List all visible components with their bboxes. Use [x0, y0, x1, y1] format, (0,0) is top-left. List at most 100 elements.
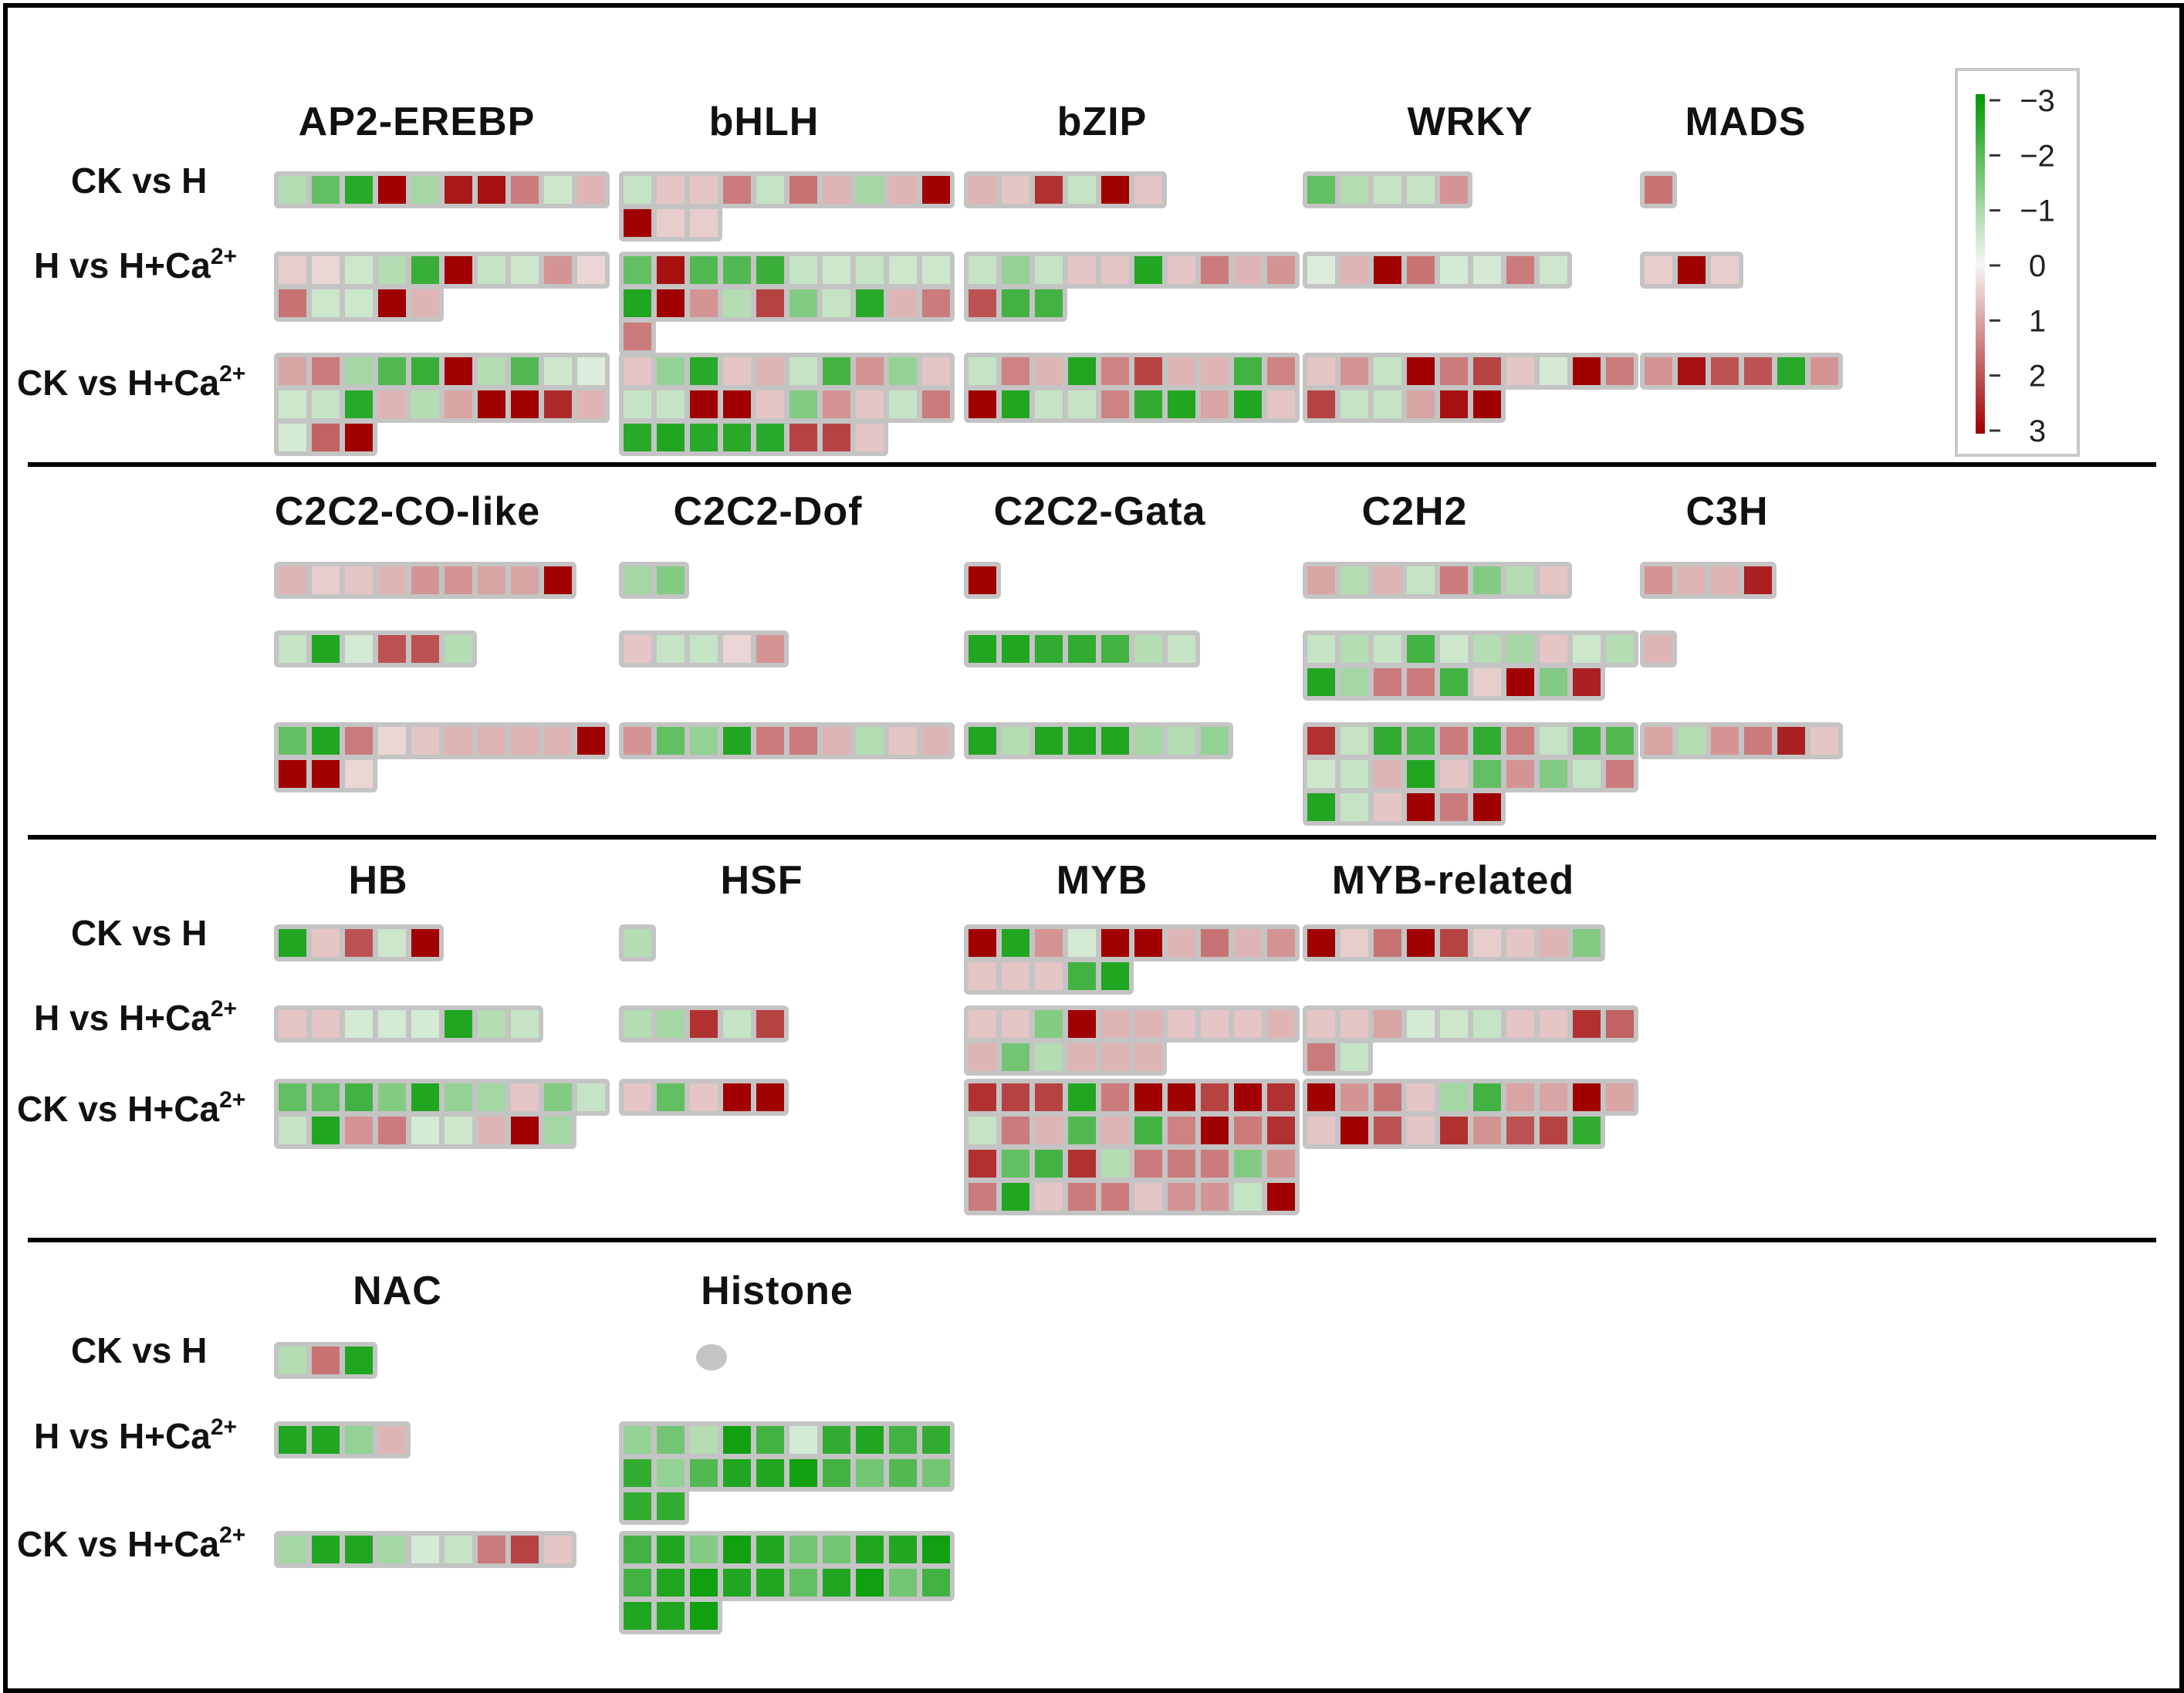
heatmap-block [1303, 252, 1572, 289]
comparison-label: CK vs H [71, 913, 207, 953]
heatmap-cell [624, 209, 651, 237]
family-hsf: HSF [619, 858, 803, 1116]
heatmap-cell [279, 256, 306, 284]
heatmap-cell [1002, 727, 1029, 755]
heatmap-cell [378, 1117, 406, 1144]
heatmap-cell [1340, 635, 1368, 663]
heatmap-cell [345, 635, 373, 663]
heatmap-cell [823, 1426, 850, 1454]
heatmap-cell [1506, 1083, 1534, 1111]
heatmap-cell [889, 1569, 917, 1597]
legend-tick-label: 1 [2029, 304, 2046, 338]
heatmap-cell [922, 357, 950, 385]
heatmap-cell [1035, 962, 1063, 990]
heatmap-cell [378, 1536, 406, 1563]
heatmap-cell [345, 176, 373, 204]
heatmap-cell [1573, 357, 1601, 385]
heatmap-cell [1540, 566, 1567, 594]
heatmap-cell [789, 727, 817, 755]
heatmap-cell [624, 256, 651, 284]
heatmap-cell [279, 929, 306, 957]
heatmap-cell [1234, 1183, 1262, 1211]
heatmap-cell [723, 256, 751, 284]
family-hb: HB [274, 858, 610, 1149]
family-nac: NAC [274, 1269, 576, 1568]
heatmap-cell [312, 390, 340, 418]
heatmap-cell [1506, 727, 1534, 755]
heatmap-cell [1068, 635, 1096, 663]
heatmap-cell [969, 962, 996, 990]
heatmap-cell [1374, 727, 1401, 755]
heatmap-cell [1407, 1083, 1435, 1111]
heatmap-cell [1234, 1150, 1262, 1178]
heatmap-cell [279, 176, 306, 204]
heatmap-cell [312, 1426, 340, 1454]
heatmap-cell [789, 357, 817, 385]
heatmap-cell [1035, 289, 1063, 317]
heatmap-cell [345, 1010, 373, 1038]
heatmap-cell [1002, 929, 1029, 957]
heatmap-cell [1267, 1117, 1295, 1144]
heatmap-cell [690, 1083, 718, 1111]
heatmap-cell [1068, 390, 1096, 418]
heatmap-cell [1307, 668, 1335, 696]
heatmap-cell [279, 1010, 306, 1038]
heatmap-cell [345, 424, 373, 451]
heatmap-cell [1540, 256, 1567, 284]
heatmap-cell [756, 1083, 784, 1111]
heatmap-cell [1711, 727, 1739, 755]
heatmap-block [1640, 252, 1743, 289]
heatmap-cell [1473, 1083, 1501, 1111]
heatmap-block [964, 630, 1200, 667]
heatmap-cell [1101, 1010, 1129, 1038]
gene-family-heatmaps: AP2-EREBP bHLH bZIP WRKY MADS C2C2-CO-like C2C… [274, 100, 1843, 1634]
heatmap-cell [1573, 727, 1601, 755]
heatmap-cell [1473, 1117, 1501, 1144]
heatmap-cell [789, 1536, 817, 1563]
family-name: MYB-related [1332, 858, 1574, 903]
heatmap-cell [1573, 1010, 1601, 1038]
heatmap-cell [756, 1569, 784, 1597]
heatmap-cell [1340, 1083, 1368, 1111]
heatmap-cell [889, 1536, 917, 1563]
heatmap-cell [445, 1010, 472, 1038]
heatmap-cell [1678, 357, 1706, 385]
heatmap-cell [1201, 1150, 1229, 1178]
heatmap-cell [889, 289, 917, 317]
heatmap-cell [378, 929, 406, 957]
heatmap-block [619, 630, 789, 667]
heatmap-cell [1573, 929, 1601, 957]
heatmap-cell [411, 176, 439, 204]
heatmap-cell [1374, 390, 1401, 418]
heatmap-cell [624, 635, 651, 663]
heatmap-cell [969, 256, 996, 284]
heatmap-cell [969, 929, 996, 957]
heatmap-cell [1307, 566, 1335, 594]
family-name: MYB [1057, 858, 1148, 903]
heatmap-cell [312, 1347, 340, 1374]
heatmap-cell [279, 357, 306, 385]
heatmap-cell [312, 635, 340, 663]
heatmap-cell [922, 727, 950, 755]
heatmap-cell [1440, 390, 1468, 418]
legend-tick-label: −2 [2020, 139, 2055, 173]
heatmap-cell [1473, 256, 1501, 284]
heatmap-cell [789, 1426, 817, 1454]
heatmap-cell [823, 176, 850, 204]
comparison-labels: CK vs H H vs H+Ca2+ CK vs H+Ca2+ CK vs H H v… [17, 161, 245, 1564]
heatmap-cell [1744, 566, 1772, 594]
heatmap-cell [511, 1117, 539, 1144]
heatmap-cell [544, 176, 572, 204]
family-c3h: C3H [1640, 489, 1843, 759]
family-name: WRKY [1408, 100, 1533, 144]
heatmap-cell [657, 1536, 685, 1563]
heatmap-cell [1267, 1010, 1295, 1038]
heatmap-cell [1473, 760, 1501, 788]
heatmap-cell [345, 1083, 373, 1111]
heatmap-cell [411, 256, 439, 284]
heatmap-cell [1606, 727, 1634, 755]
heatmap-cell [1035, 1083, 1063, 1111]
heatmap-cell [1168, 1183, 1195, 1211]
heatmap-cell [889, 727, 917, 755]
heatmap-cell [1035, 256, 1063, 284]
